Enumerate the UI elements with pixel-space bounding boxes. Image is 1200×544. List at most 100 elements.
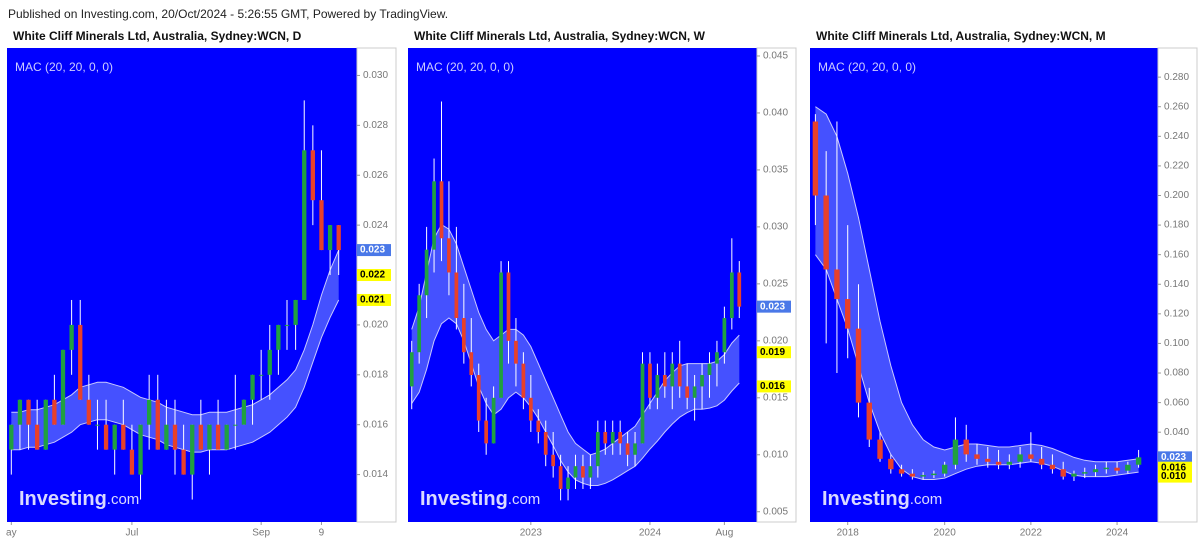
mac-upper bbox=[411, 223, 740, 456]
candle-body bbox=[499, 272, 503, 398]
candle-body bbox=[558, 466, 563, 489]
y-tick-label: 0.035 bbox=[763, 165, 788, 176]
candle-body bbox=[610, 431, 615, 444]
candle-body bbox=[26, 399, 31, 425]
candle-body bbox=[692, 386, 697, 398]
candle-body bbox=[662, 375, 667, 387]
candle-body bbox=[95, 424, 100, 426]
candle-body bbox=[60, 349, 66, 425]
candle-body bbox=[566, 477, 570, 489]
y-tick-label: 0.015 bbox=[763, 392, 788, 403]
candle-body bbox=[78, 324, 83, 400]
x-tick-label: Aug bbox=[715, 528, 733, 539]
watermark: Investing.com bbox=[822, 488, 942, 510]
candle-body bbox=[823, 195, 829, 270]
candle-body bbox=[521, 363, 526, 398]
candle-body bbox=[327, 225, 333, 251]
chart-title: White Cliff Minerals Ltd, Australia, Syd… bbox=[816, 29, 1106, 43]
candle-body bbox=[985, 458, 991, 462]
y-tick-label: 0.020 bbox=[763, 335, 788, 346]
price-axis bbox=[1157, 47, 1198, 523]
candle-body bbox=[543, 431, 548, 455]
candle-body bbox=[514, 340, 518, 364]
price-label: 0.021 bbox=[360, 295, 385, 306]
candle-body bbox=[302, 150, 307, 300]
indicator-label: MAC (20, 20, 0, 0) bbox=[818, 60, 916, 74]
y-tick-label: 0.220 bbox=[1164, 161, 1189, 172]
candle-body bbox=[43, 399, 48, 450]
watermark: Investing.com bbox=[19, 488, 139, 510]
y-tick-label: 0.018 bbox=[363, 369, 388, 380]
y-tick-label: 0.260 bbox=[1164, 101, 1189, 112]
candle-body bbox=[707, 363, 712, 376]
candle-body bbox=[69, 324, 74, 350]
x-tick-label: 2022 bbox=[1020, 528, 1043, 539]
y-tick-label: 0.028 bbox=[363, 120, 388, 131]
y-tick-label: 0.014 bbox=[363, 469, 388, 480]
y-tick-label: 0.180 bbox=[1164, 220, 1189, 231]
candle-body bbox=[898, 469, 905, 474]
candle-body bbox=[1006, 461, 1013, 465]
candle-body bbox=[86, 399, 91, 425]
candle-body bbox=[866, 402, 872, 440]
x-tick-label: 2018 bbox=[837, 528, 860, 539]
candle-body bbox=[198, 424, 203, 450]
y-tick-label: 0.040 bbox=[1164, 427, 1189, 438]
x-tick-label: Sep bbox=[252, 528, 270, 539]
candle-body bbox=[1135, 457, 1142, 465]
candle-body bbox=[259, 374, 264, 376]
y-tick-label: 0.030 bbox=[763, 222, 788, 233]
price-label-box bbox=[357, 244, 391, 257]
candle-body bbox=[293, 299, 298, 325]
candle-body bbox=[963, 439, 969, 455]
candle-body bbox=[670, 363, 675, 387]
candle-body bbox=[155, 399, 160, 450]
candle-body bbox=[417, 295, 422, 353]
price-label: 0.010 bbox=[1161, 471, 1186, 482]
candle-body bbox=[920, 475, 926, 477]
candle-body bbox=[573, 466, 578, 478]
candle-body bbox=[1049, 464, 1056, 470]
y-tick-label: 0.040 bbox=[763, 108, 788, 119]
price-label-box bbox=[757, 346, 791, 359]
candle-body bbox=[931, 473, 937, 476]
price-label: 0.023 bbox=[760, 301, 785, 312]
candle-body bbox=[952, 439, 959, 465]
candle-body bbox=[1038, 458, 1045, 465]
chart-title: White Cliff Minerals Ltd, Australia, Syd… bbox=[13, 29, 302, 43]
candle-body bbox=[250, 374, 255, 400]
y-tick-label: 0.060 bbox=[1164, 397, 1189, 408]
candle-body bbox=[595, 431, 600, 467]
candle-body bbox=[172, 424, 178, 450]
y-tick-label: 0.200 bbox=[1164, 190, 1189, 201]
candle-body bbox=[121, 424, 126, 450]
x-tick-label: 9 bbox=[319, 528, 325, 539]
watermark-suffix: .com bbox=[910, 491, 943, 508]
candle-body bbox=[506, 272, 511, 341]
y-tick-label: 0.005 bbox=[763, 506, 788, 517]
header: Published on Investing.com, 20/Oct/2024 … bbox=[8, 7, 448, 21]
mac-band bbox=[411, 224, 740, 486]
price-axis bbox=[756, 47, 797, 523]
x-tick-label: 2024 bbox=[1106, 528, 1129, 539]
candle-body bbox=[1071, 473, 1077, 477]
candle-body bbox=[432, 181, 436, 250]
candle-body bbox=[715, 352, 719, 364]
candle-body bbox=[995, 461, 1002, 465]
price-label: 0.022 bbox=[360, 270, 385, 281]
y-tick-label: 0.026 bbox=[363, 170, 388, 181]
candle-body bbox=[677, 363, 682, 387]
indicator-label: MAC (20, 20, 0, 0) bbox=[15, 60, 113, 74]
watermark-suffix: .com bbox=[508, 491, 541, 508]
candle-body bbox=[1125, 464, 1131, 471]
y-tick-label: 0.045 bbox=[763, 51, 788, 62]
candle-body bbox=[888, 458, 894, 470]
candle-body bbox=[834, 269, 840, 300]
candle-body bbox=[700, 375, 704, 387]
candle-body bbox=[336, 225, 341, 251]
candle-body bbox=[855, 328, 862, 403]
price-label-box bbox=[757, 380, 791, 393]
price-label: 0.023 bbox=[1161, 452, 1186, 463]
watermark-brand: Investing bbox=[822, 488, 910, 510]
